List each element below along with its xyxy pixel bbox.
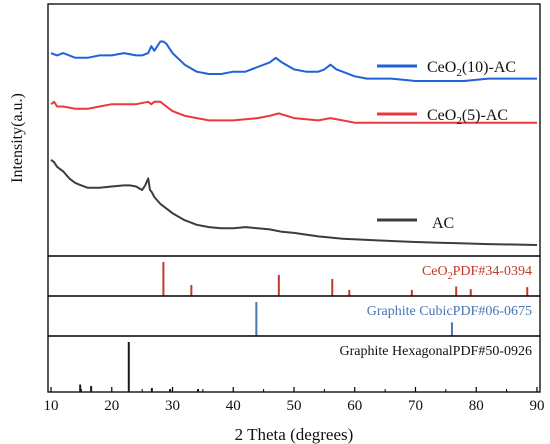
x-tick-label-4: 50 bbox=[287, 398, 302, 414]
x-tick-label-7: 80 bbox=[469, 398, 484, 414]
x-tick-label-3: 40 bbox=[226, 398, 241, 414]
x-tick-label-1: 20 bbox=[104, 398, 119, 414]
x-tick-label-8: 90 bbox=[529, 398, 544, 414]
y-axis-title: Intensity(a.u.) bbox=[9, 93, 26, 183]
ref-panel-label-1: Graphite CubicPDF#06-0675 bbox=[367, 304, 532, 319]
series-label-1: CeO2(5)-AC bbox=[427, 107, 508, 127]
x-axis: 10 20 30 40 50 60 70 80 90 bbox=[44, 387, 544, 414]
main-plot-frame bbox=[47, 3, 541, 257]
x-tick-label-5: 60 bbox=[347, 398, 362, 414]
series-line-2 bbox=[50, 159, 538, 246]
ref-panel-label-2: Graphite HexagonalPDF#50-0926 bbox=[340, 344, 532, 359]
series-label-2: AC bbox=[432, 215, 454, 232]
reference-panels: CeO2PDF#34-0394 Graphite CubicPDF#06-0675… bbox=[47, 255, 541, 393]
x-tick-label-0: 10 bbox=[44, 398, 59, 414]
series-label-0: CeO2(10)-AC bbox=[427, 59, 516, 79]
ref-panel-label-0: CeO2PDF#34-0394 bbox=[422, 264, 532, 282]
series-line-0 bbox=[50, 40, 537, 82]
main-plot-area: CeO2(10)-AC CeO2(5)-AC AC bbox=[47, 3, 541, 257]
x-tick-label-6: 70 bbox=[408, 398, 423, 414]
x-tick-label-2: 30 bbox=[165, 398, 180, 414]
series-line-1 bbox=[50, 100, 537, 124]
x-axis-title: 2 Theta (degrees) bbox=[235, 425, 354, 444]
